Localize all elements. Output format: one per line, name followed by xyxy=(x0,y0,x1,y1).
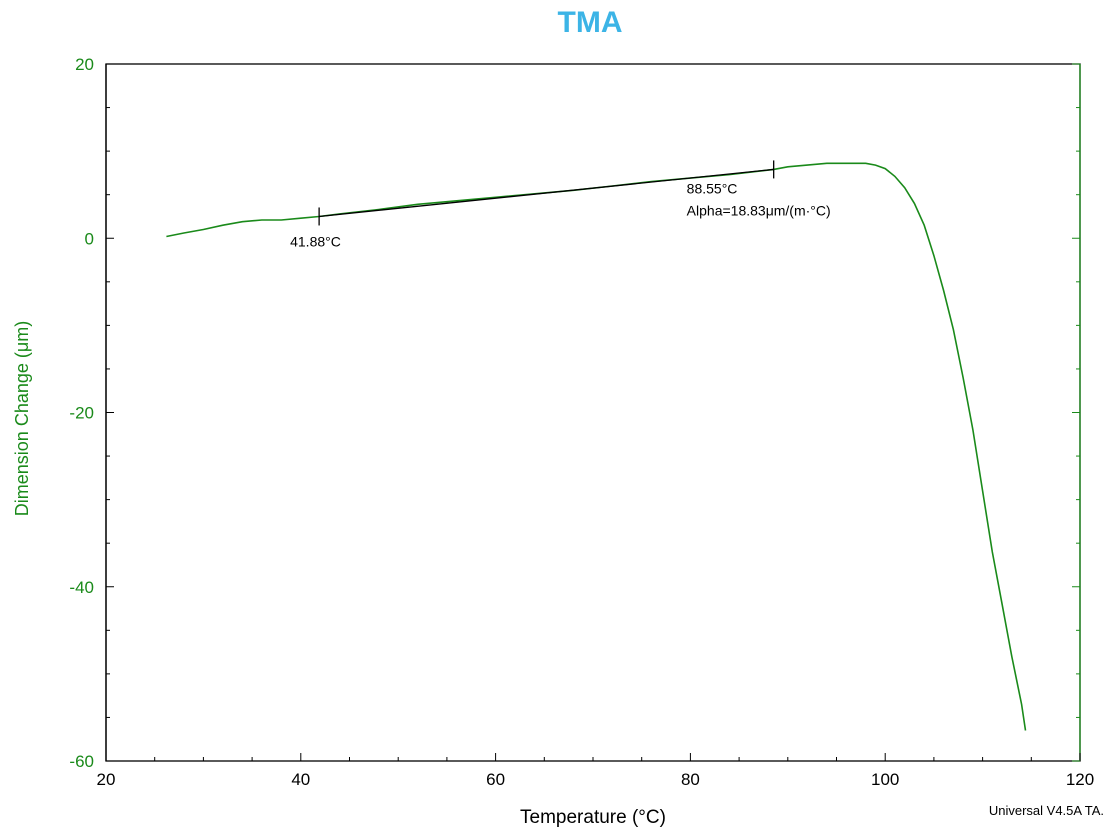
start-temperature-label: 41.88°C xyxy=(290,233,341,249)
plot-frame xyxy=(105,63,1081,762)
x-tick-label: 100 xyxy=(871,770,899,789)
y-tick-label: 0 xyxy=(85,229,94,248)
x-tick-label: 20 xyxy=(97,770,116,789)
alpha-label: Alpha=18.83μm/(m·°C) xyxy=(687,202,831,218)
y-tick-label: 20 xyxy=(75,55,94,74)
axis-ticks xyxy=(105,63,1081,762)
y-tick-label: -40 xyxy=(69,578,94,597)
chart-title: TMA xyxy=(557,6,623,39)
y-tick-label: -20 xyxy=(69,404,94,423)
x-tick-label: 120 xyxy=(1066,770,1094,789)
x-axis-label: Temperature (°C) xyxy=(520,807,666,827)
alpha-fit-line xyxy=(319,168,774,218)
y-tick-label: -60 xyxy=(69,752,94,771)
tick-labels: 20 40 60 80 100 120 20 0 -20 -40 -60 xyxy=(69,55,1094,789)
x-tick-label: 40 xyxy=(291,770,310,789)
end-temperature-label: 88.55°C xyxy=(687,180,738,196)
x-tick-label: 60 xyxy=(486,770,505,789)
software-version: Universal V4.5A TA. xyxy=(988,803,1104,818)
y-axis-label: Dimension Change (μm) xyxy=(12,321,32,516)
dimension-change-curve xyxy=(166,162,1027,731)
plot-axes xyxy=(105,63,1081,762)
x-tick-label: 80 xyxy=(681,770,700,789)
